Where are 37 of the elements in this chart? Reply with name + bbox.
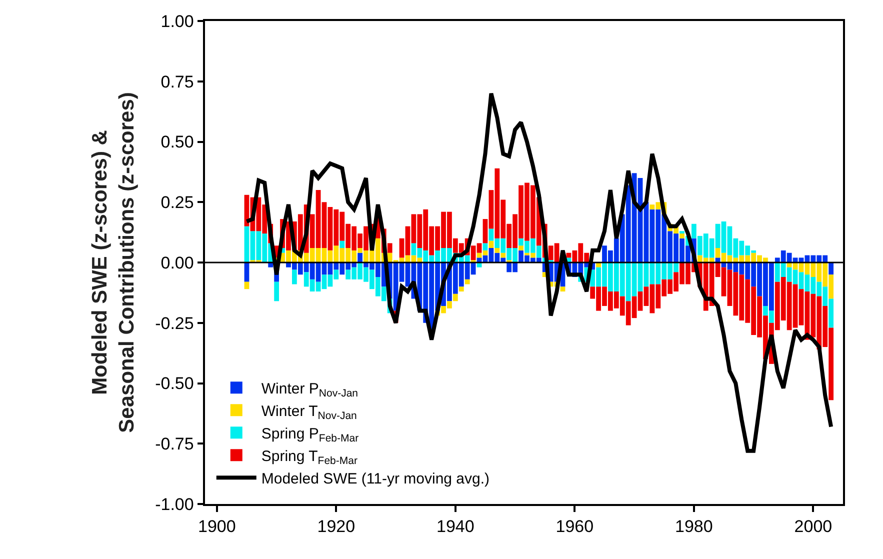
bar <box>452 294 458 302</box>
y-tick-label: -1.00 <box>155 494 194 514</box>
bar <box>358 252 362 262</box>
bar <box>340 240 345 248</box>
x-tick-label: 2000 <box>794 517 832 536</box>
x-tick-label: 1940 <box>436 517 474 536</box>
bar <box>518 246 524 250</box>
x-tick-label: 1960 <box>556 517 594 536</box>
legend-label: Spring P$_{Feb-Mar}$ <box>261 425 360 445</box>
y-tick-label: -0.75 <box>155 434 194 454</box>
y-tick-label: -0.25 <box>155 314 194 333</box>
bar <box>500 252 506 258</box>
bar <box>274 282 279 302</box>
x-tick-label: 1920 <box>317 517 356 536</box>
y-tick-label: -0.50 <box>155 374 194 394</box>
bar <box>680 231 684 234</box>
x-tick-label: 1980 <box>675 517 713 536</box>
bar <box>464 279 470 284</box>
bar <box>458 286 464 292</box>
bar <box>482 243 488 250</box>
legend-label: Spring T$_{Feb-Mar}$ <box>261 448 358 468</box>
y-tick-label: 0.75 <box>160 72 194 92</box>
y-tick-label: 0.00 <box>160 253 194 272</box>
x-tick-label: 1900 <box>198 517 236 536</box>
y-tick-label: 0.50 <box>160 132 194 152</box>
legend-label: Modeled SWE (11-yr moving avg.) <box>261 470 490 488</box>
y-axis-title: Modeled SWE (z-scores) & Seasonal Contributions (z-scores) <box>88 92 139 433</box>
bar <box>494 248 500 253</box>
bar <box>680 234 684 238</box>
bar <box>292 270 297 284</box>
y-tick-label: 0.25 <box>160 193 194 212</box>
legend-label: Winter T$_{Nov-Jan}$ <box>261 402 358 422</box>
bar <box>560 286 566 292</box>
legend-label: Winter P$_{Nov-Jan}$ <box>261 380 358 400</box>
bar <box>387 243 392 253</box>
y-tick-label: 1.00 <box>160 12 194 31</box>
bar <box>828 262 834 275</box>
